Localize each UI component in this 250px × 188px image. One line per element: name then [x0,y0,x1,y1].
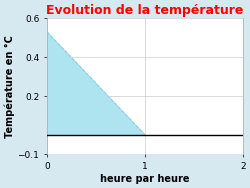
Title: Evolution de la température: Evolution de la température [46,4,244,17]
Polygon shape [47,32,145,135]
Y-axis label: Température en °C: Température en °C [4,35,15,138]
X-axis label: heure par heure: heure par heure [100,174,190,184]
